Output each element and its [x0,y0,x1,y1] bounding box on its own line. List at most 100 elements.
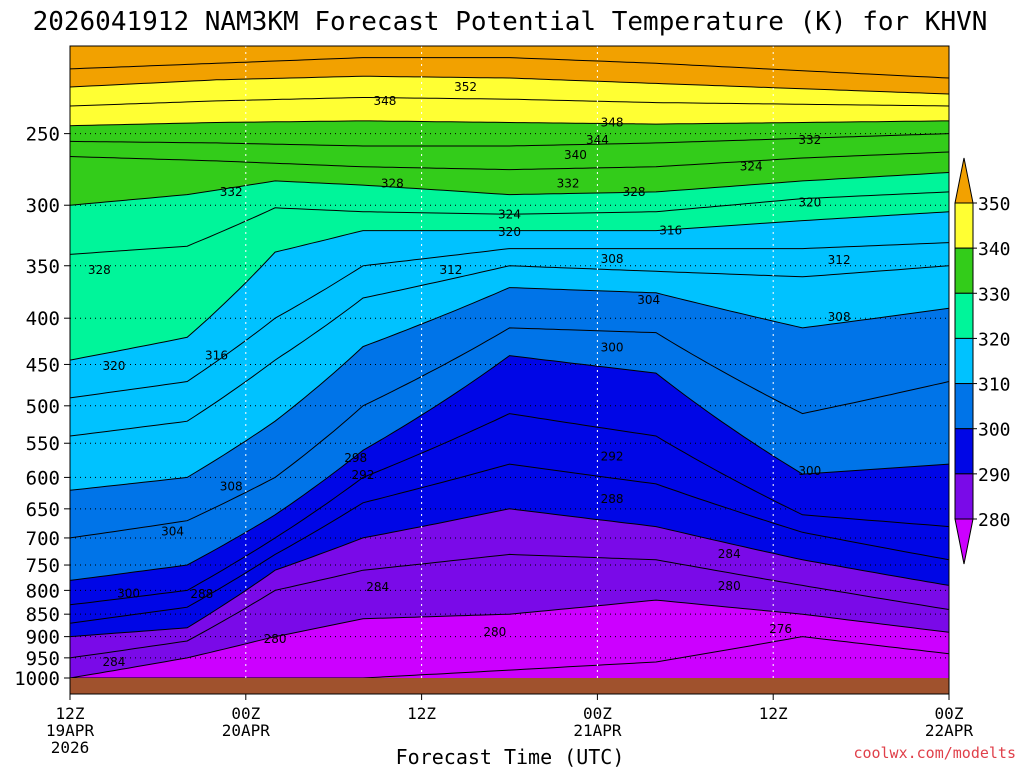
contour-label: 276 [769,622,792,636]
contour-label: 284 [718,547,741,561]
colorbar-label: 280 [978,510,1011,531]
colorbar-segment [954,247,974,294]
x-tick-label: 00Z [583,704,612,723]
isotherm-320 [70,211,949,361]
colorbar-label: 300 [978,420,1011,441]
y-tick-label: 650 [26,499,60,521]
x-tick-label: 12Z [759,704,788,723]
isotherm-300 [70,355,949,581]
isotherm-332 [70,151,949,171]
ground-bar [70,678,949,694]
watermark: coolwx.com/modelts [853,744,1016,762]
contour-label: 328 [381,177,404,191]
contour-label: 320 [498,225,521,239]
y-tick-label: 950 [26,648,60,670]
isotherm-324 [70,191,949,255]
contour-label: 292 [601,450,624,464]
colorbar-segment [954,292,974,339]
contour-label: 284 [102,655,125,669]
colorbar-label: 310 [978,375,1011,396]
contour-label: 312 [439,263,462,277]
isotherm-304 [70,327,949,539]
x-axis-label: Forecast Time (UTC) [396,745,625,768]
contour-label: 328 [623,185,646,199]
isotherm-336 [70,133,949,147]
y-tick-label: 800 [26,580,60,602]
colorbar-label: 340 [978,239,1011,260]
x-tick-label: 2026 [51,738,90,757]
isotherm-280 [70,599,949,678]
isotherm-308 [70,287,949,491]
contour-label: 280 [483,625,506,639]
y-tick-label: 250 [26,124,60,146]
y-tick-label: 350 [26,256,60,278]
contour-label: 332 [220,185,243,199]
isotherm-344 [70,97,949,107]
contour-label: 308 [601,252,624,266]
contour-label: 308 [828,310,851,324]
colorbar-segment [954,428,974,475]
contour-label: 288 [190,587,213,601]
y-tick-label: 600 [26,467,60,489]
x-tick-label: 00Z [935,704,964,723]
band-276 [70,636,949,678]
y-axis: 2503003504004505005506006507007508008509… [14,124,70,690]
colorbar-bottom-arrow [954,518,974,565]
contour-label: 298 [344,451,367,465]
isotherm-340 [70,120,949,127]
colorbar-top-arrow [954,157,974,204]
y-tick-label: 500 [26,396,60,418]
contour-label: 300 [117,586,140,600]
chart-title: 2026041912 NAM3KM Forecast Potential Tem… [33,7,988,37]
y-tick-label: 400 [26,308,60,330]
y-tick-label: 550 [26,433,60,455]
y-tick-label: 700 [26,528,60,550]
colorbar-label: 290 [978,465,1011,486]
contour-label: 348 [601,115,624,129]
contour-label: 324 [498,207,521,221]
isotherm-348 [70,75,949,95]
x-tick-label: 00Z [231,704,260,723]
x-tick-label: 22APR [925,721,974,740]
contour-label: 320 [102,359,125,373]
y-tick-label: 1000 [14,668,60,690]
colorbar-segment [954,337,974,385]
contour-label: 316 [659,224,682,238]
contour-label: 284 [366,580,389,594]
x-tick-label: 12Z [56,704,85,723]
contour-label: 300 [798,464,821,478]
colorbar-segment [954,383,974,430]
contour-label: 308 [220,479,243,493]
y-tick-label: 300 [26,195,60,217]
x-tick-label: 20APR [222,721,271,740]
contour-label: 324 [740,160,763,174]
contour-label: 320 [798,196,821,210]
colorbar-segment [954,473,974,520]
contour-label: 316 [205,349,228,363]
y-tick-label: 850 [26,604,60,626]
isotherm-lines [70,57,949,678]
contour-label: 332 [798,133,821,147]
colorbar-label: 330 [978,284,1011,305]
contour-label: 280 [718,579,741,593]
contour-label: 304 [637,293,660,307]
contour-label: 352 [454,80,477,94]
colorbar-label: 350 [978,194,1011,215]
contour-label: 300 [601,340,624,354]
isotherm-276 [70,636,949,678]
isotherm-292 [70,463,949,624]
colorbar-segment [954,202,974,249]
y-tick-label: 450 [26,354,60,376]
y-tick-label: 750 [26,555,60,577]
colorbar: 350 340 330 320 310 300 290 280 [954,157,1011,565]
contour-label: 328 [88,263,111,277]
isotherm-316 [70,242,949,399]
colorbar-label: 320 [978,329,1011,350]
x-tick-label: 19APR [46,721,95,740]
isotherm-296 [70,413,949,606]
contour-label: 280 [264,632,287,646]
plot-frame [69,45,950,695]
x-tick-label: 12Z [407,704,436,723]
y-tick-label: 900 [26,627,60,649]
